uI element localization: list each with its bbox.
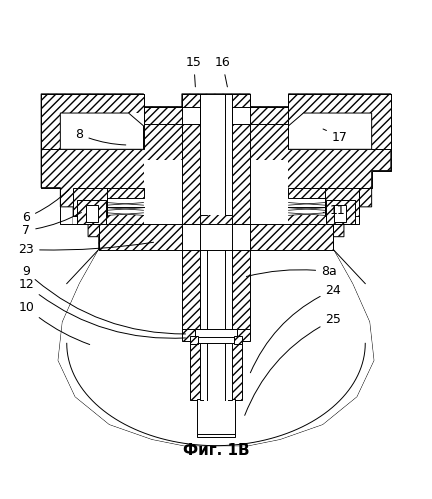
Bar xyxy=(197,434,235,437)
Polygon shape xyxy=(60,113,143,149)
Polygon shape xyxy=(289,113,372,149)
Bar xyxy=(334,205,346,222)
Bar xyxy=(182,107,250,124)
Bar xyxy=(200,343,232,400)
Bar xyxy=(195,329,237,337)
Text: 8: 8 xyxy=(76,128,126,145)
Bar xyxy=(182,250,200,330)
Text: 15: 15 xyxy=(186,56,202,87)
Bar xyxy=(250,224,333,250)
Bar xyxy=(143,107,182,124)
Bar xyxy=(204,399,228,435)
Bar xyxy=(232,250,250,330)
Bar xyxy=(182,329,195,341)
Text: 25: 25 xyxy=(245,313,341,415)
Bar xyxy=(77,201,106,224)
Bar xyxy=(86,205,98,222)
Bar xyxy=(232,94,250,224)
Polygon shape xyxy=(41,94,391,446)
Bar xyxy=(200,250,232,330)
Text: 10: 10 xyxy=(18,300,90,344)
Bar xyxy=(191,336,198,344)
Text: 11: 11 xyxy=(323,204,346,217)
Bar xyxy=(237,329,250,341)
Bar xyxy=(225,94,232,216)
Bar xyxy=(207,94,225,216)
Bar xyxy=(182,224,250,250)
Bar xyxy=(234,336,241,344)
Bar xyxy=(41,94,143,149)
Bar xyxy=(190,343,242,400)
Bar xyxy=(197,399,235,435)
Text: Фиг. 1В: Фиг. 1В xyxy=(183,443,249,458)
Text: 7: 7 xyxy=(22,213,81,237)
Bar xyxy=(60,113,127,149)
Polygon shape xyxy=(250,160,359,224)
Text: 8a: 8a xyxy=(246,265,337,278)
Bar xyxy=(182,94,200,224)
Text: 17: 17 xyxy=(323,129,348,144)
Text: 9: 9 xyxy=(22,265,185,334)
Bar xyxy=(289,94,391,149)
Text: 23: 23 xyxy=(18,242,153,256)
Bar xyxy=(250,107,289,124)
Bar xyxy=(99,224,182,250)
Polygon shape xyxy=(58,224,374,446)
Polygon shape xyxy=(73,160,182,224)
Polygon shape xyxy=(73,188,143,216)
Text: 16: 16 xyxy=(215,56,230,87)
Polygon shape xyxy=(60,113,143,149)
Text: 24: 24 xyxy=(251,283,341,373)
Text: 12: 12 xyxy=(18,278,185,338)
Bar xyxy=(200,94,207,216)
Polygon shape xyxy=(289,188,359,216)
Bar xyxy=(326,201,355,224)
Text: 6: 6 xyxy=(22,190,69,224)
